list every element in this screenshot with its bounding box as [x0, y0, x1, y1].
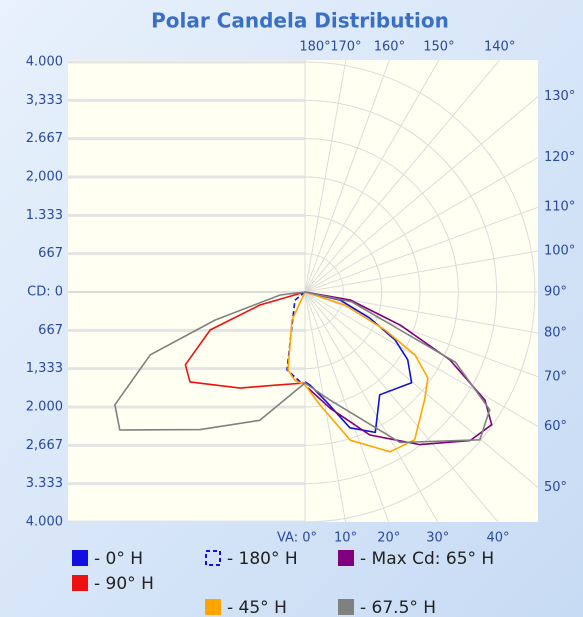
angle-tick-label: 90°	[544, 285, 567, 300]
legend-swatch	[205, 550, 221, 566]
legend-swatch	[72, 550, 88, 566]
angle-tick-label: 80°	[544, 326, 567, 341]
angle-tick-label: 40°	[486, 531, 509, 546]
y-tick-label: 2,667	[26, 438, 63, 453]
y-tick-label: 4.000	[26, 515, 63, 530]
grid	[68, 60, 538, 522]
y-tick-label: 2,000	[26, 170, 63, 185]
angle-tick-label: 120°	[544, 150, 575, 165]
angle-tick-label: 100°	[544, 243, 575, 258]
grid-line	[304, 60, 390, 293]
angle-tick-label: 160°	[374, 40, 405, 55]
grid-line	[304, 157, 538, 293]
angle-tick-label: 170°	[330, 40, 361, 55]
grid-line	[304, 60, 501, 293]
y-tick-label: 4.000	[26, 55, 63, 70]
angle-tick-label: 130°	[544, 89, 575, 104]
legend-label: - 90° H	[94, 574, 154, 594]
grid-line	[304, 96, 538, 293]
curve	[304, 291, 413, 434]
grid-line	[304, 291, 347, 522]
legend-swatch	[338, 599, 354, 615]
legend-label: - 0° H	[94, 549, 143, 569]
grid-line	[304, 60, 347, 293]
y-tick-label: 1,333	[26, 361, 63, 376]
y-tick-label: 1.333	[26, 208, 63, 223]
grid-line	[304, 291, 538, 427]
angle-tick-label: 50°	[544, 480, 567, 495]
angle-tick-label: 20°	[377, 531, 400, 546]
y-tick-label: 3.333	[26, 476, 63, 491]
angle-tick-label: 140°	[484, 40, 515, 55]
chart-title: Polar Candela Distribution	[151, 9, 449, 33]
legend-label: - Max Cd: 65° H	[360, 549, 494, 569]
y-tick-label: 2.000	[26, 400, 63, 415]
angle-tick-label: 150°	[423, 40, 454, 55]
angle-tick-label: 70°	[544, 369, 567, 384]
y-tick-label: 3,333	[26, 93, 63, 108]
grid-line	[304, 291, 499, 522]
legend-label: - 45° H	[227, 598, 287, 617]
legend-swatch	[205, 599, 221, 615]
legend-swatch	[338, 550, 354, 566]
grid-line	[304, 291, 439, 522]
grid-line	[304, 206, 538, 293]
legend-label: - 67.5° H	[360, 598, 436, 617]
legend-swatch	[72, 575, 88, 591]
angle-tick-label: 10°	[334, 531, 357, 546]
y-tick-label: 2.667	[26, 131, 63, 146]
grid-line	[304, 291, 538, 378]
grid-line	[304, 250, 538, 293]
curve	[304, 291, 493, 446]
angle-tick-label: VA: 0°	[277, 531, 317, 546]
angle-tick-label: 110°	[544, 200, 575, 215]
curves	[114, 291, 493, 453]
y-tick-label: 667	[38, 323, 63, 338]
angle-tick-label: 30°	[426, 531, 449, 546]
curve	[114, 291, 491, 444]
grid-line	[304, 291, 538, 488]
angle-tick-label: 180°	[299, 40, 330, 55]
grid-line	[304, 291, 390, 522]
legend-label: - 180° H	[227, 549, 298, 569]
y-tick-label: 667	[38, 246, 63, 261]
angle-tick-label: 60°	[544, 419, 567, 434]
curve	[287, 291, 429, 453]
y-tick-label: CD: 0	[27, 285, 63, 300]
grid-line	[304, 60, 440, 293]
curve	[184, 291, 306, 389]
